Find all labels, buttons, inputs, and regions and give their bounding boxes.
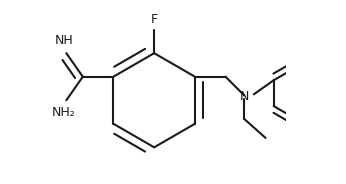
Text: NH: NH: [55, 34, 73, 47]
Text: N: N: [240, 90, 249, 103]
Text: F: F: [151, 13, 158, 26]
Text: NH₂: NH₂: [52, 106, 76, 119]
